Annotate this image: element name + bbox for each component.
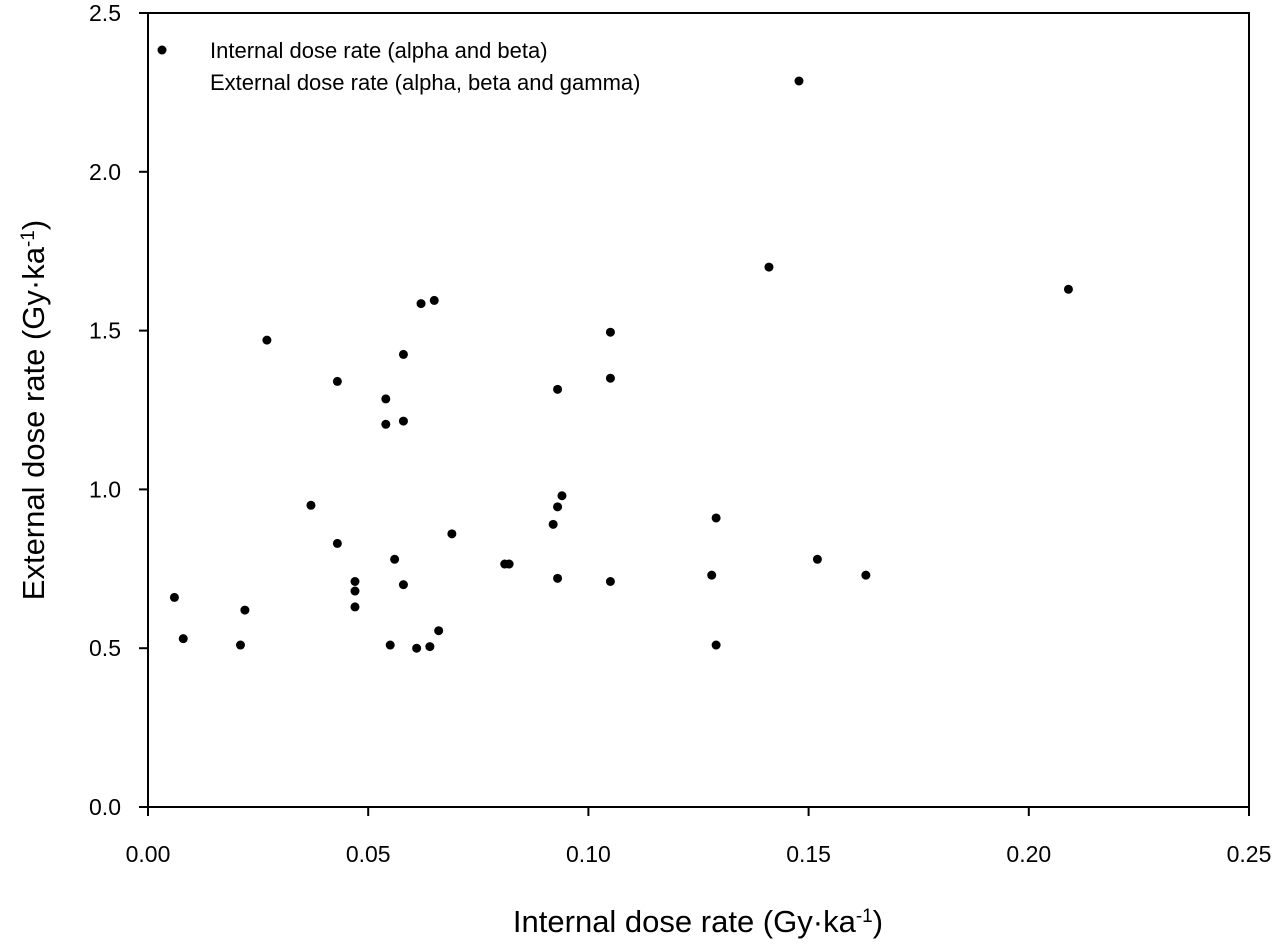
x-tick-label: 0.10 — [566, 841, 611, 867]
data-point — [553, 573, 563, 583]
data-point — [178, 634, 188, 644]
data-point — [332, 376, 342, 386]
data-point — [381, 419, 391, 429]
y-axis: 0.0 0.5 1.0 1.5 2.0 2.5 — [89, 0, 148, 820]
y-axis-title-sup: -1 — [18, 230, 39, 247]
data-point — [398, 349, 408, 359]
data-point — [553, 502, 563, 512]
data-point — [434, 626, 444, 636]
x-axis-title-dot: · — [813, 904, 823, 939]
data-point — [350, 586, 360, 596]
y-tick-label: 2.0 — [89, 159, 121, 185]
data-point — [350, 577, 360, 587]
data-point — [711, 513, 721, 523]
x-axis-title-unit: ka — [823, 904, 857, 939]
legend-marker-internal — [157, 45, 167, 55]
data-point — [429, 295, 439, 305]
legend: Internal dose rate (alpha and beta) Exter… — [157, 38, 804, 95]
data-points — [169, 262, 1073, 653]
data-point — [398, 416, 408, 426]
data-point — [262, 335, 272, 345]
data-point — [412, 643, 422, 653]
y-axis-title: External dose rate (Gy·ka-1) — [16, 220, 51, 600]
data-point — [390, 554, 400, 564]
data-point — [548, 519, 558, 529]
data-point — [306, 500, 316, 510]
data-point — [861, 570, 871, 580]
y-tick-label: 0.5 — [89, 635, 121, 661]
x-axis: 0.00 0.05 0.10 0.15 0.20 0.25 — [126, 807, 1272, 867]
plot-frame — [147, 12, 1250, 808]
x-axis-title-main: Internal dose rate (Gy — [513, 904, 813, 939]
y-axis-title-dot: · — [16, 280, 51, 290]
x-axis-title: Internal dose rate (Gy·ka-1) — [513, 904, 883, 939]
data-point — [1063, 284, 1073, 294]
x-axis-title-close: ) — [873, 904, 883, 939]
data-point — [764, 262, 774, 272]
data-point — [240, 605, 250, 615]
data-point — [235, 640, 245, 650]
data-point — [398, 580, 408, 590]
legend-label-external: External dose rate (alpha, beta and gamm… — [210, 70, 640, 95]
y-tick-label: 1.0 — [89, 476, 121, 502]
y-tick-label: 1.5 — [89, 318, 121, 344]
data-point — [605, 327, 615, 337]
data-point — [504, 559, 514, 569]
x-tick-label: 0.15 — [786, 841, 831, 867]
data-point — [381, 394, 391, 404]
y-tick-label: 0.0 — [89, 794, 121, 820]
x-tick-label: 0.25 — [1227, 841, 1272, 867]
y-axis-title-main: External dose rate (Gy — [16, 290, 51, 601]
data-point — [416, 299, 426, 309]
legend-label-internal: Internal dose rate (alpha and beta) — [210, 38, 548, 63]
x-tick-label: 0.20 — [1006, 841, 1051, 867]
data-point — [169, 592, 179, 602]
x-tick-label: 0.05 — [346, 841, 391, 867]
data-point — [605, 373, 615, 383]
data-point — [605, 577, 615, 587]
x-axis-title-sup: -1 — [856, 906, 873, 927]
data-point — [711, 640, 721, 650]
data-point — [812, 554, 822, 564]
data-point — [447, 529, 457, 539]
y-axis-title-unit: ka — [16, 246, 51, 280]
y-tick-label: 2.5 — [89, 0, 121, 26]
data-point — [350, 602, 360, 612]
data-point — [385, 640, 395, 650]
data-point — [425, 642, 435, 652]
x-tick-label: 0.00 — [126, 841, 171, 867]
data-point — [553, 384, 563, 394]
legend-marker-external — [794, 76, 804, 86]
y-axis-title-close: ) — [16, 220, 51, 230]
data-point — [557, 491, 567, 501]
data-point — [332, 538, 342, 548]
data-point — [707, 570, 717, 580]
